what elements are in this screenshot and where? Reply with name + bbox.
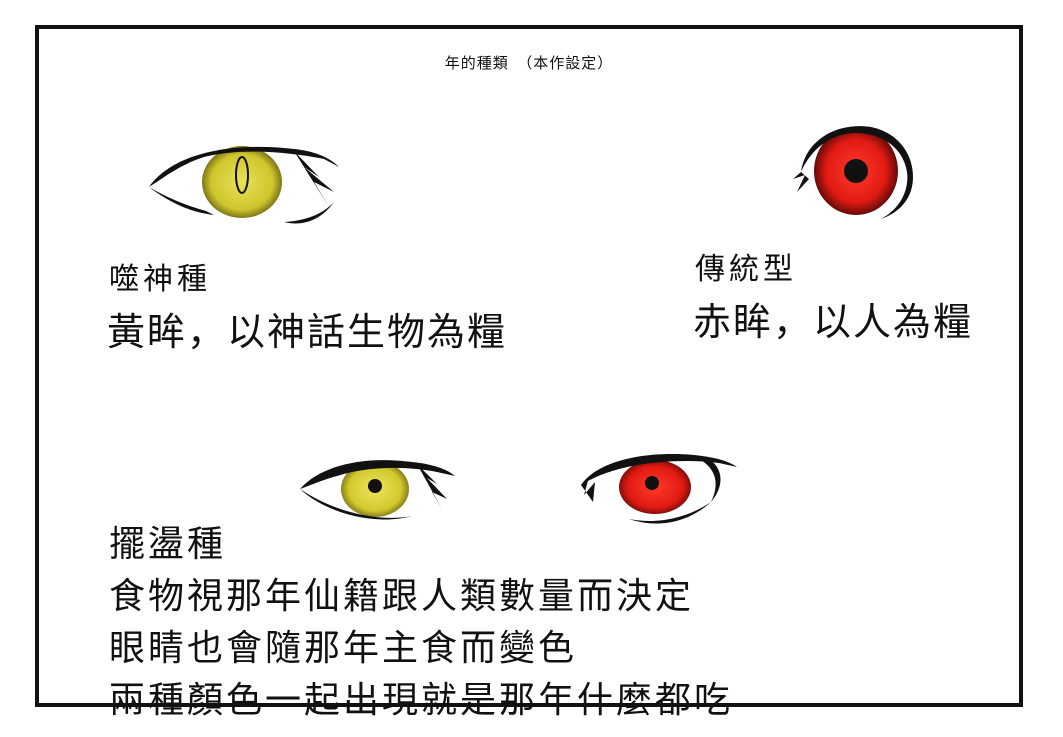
swing-type-description: 擺盪種 食物視那年仙籍跟人類數量而決定 眼睛也會隨那年主食而變色 兩種顏色一起出… [109,519,733,727]
traditional-type-desc: 赤眸，以人為糧 [693,300,974,344]
yellow-slit-eye-illustration [149,146,339,224]
traditional-type-name: 傳統型 [695,252,797,287]
swing-type-line: 兩種顏色一起出現就是那年什麼都吃 [109,680,734,721]
red-slanted-eye-illustration [581,454,737,524]
red-round-eye-illustration [793,126,913,219]
panel-frame: 年的種類 （本作設定） 噬神種 黃眸，以神話生 [35,25,1023,721]
swing-type-name: 擺盪種 [109,524,227,565]
yellow-round-eye-illustration [300,460,455,520]
devourer-type-desc: 黃眸，以神話生物為糧 [107,310,508,354]
page-title: 年的種類 （本作設定） [444,54,614,72]
swing-type-line: 食物視那年仙籍跟人類數量而決定 [109,576,695,617]
swing-type-line: 眼睛也會隨那年主食而變色 [109,628,578,669]
devourer-type-name: 噬神種 [109,262,211,297]
